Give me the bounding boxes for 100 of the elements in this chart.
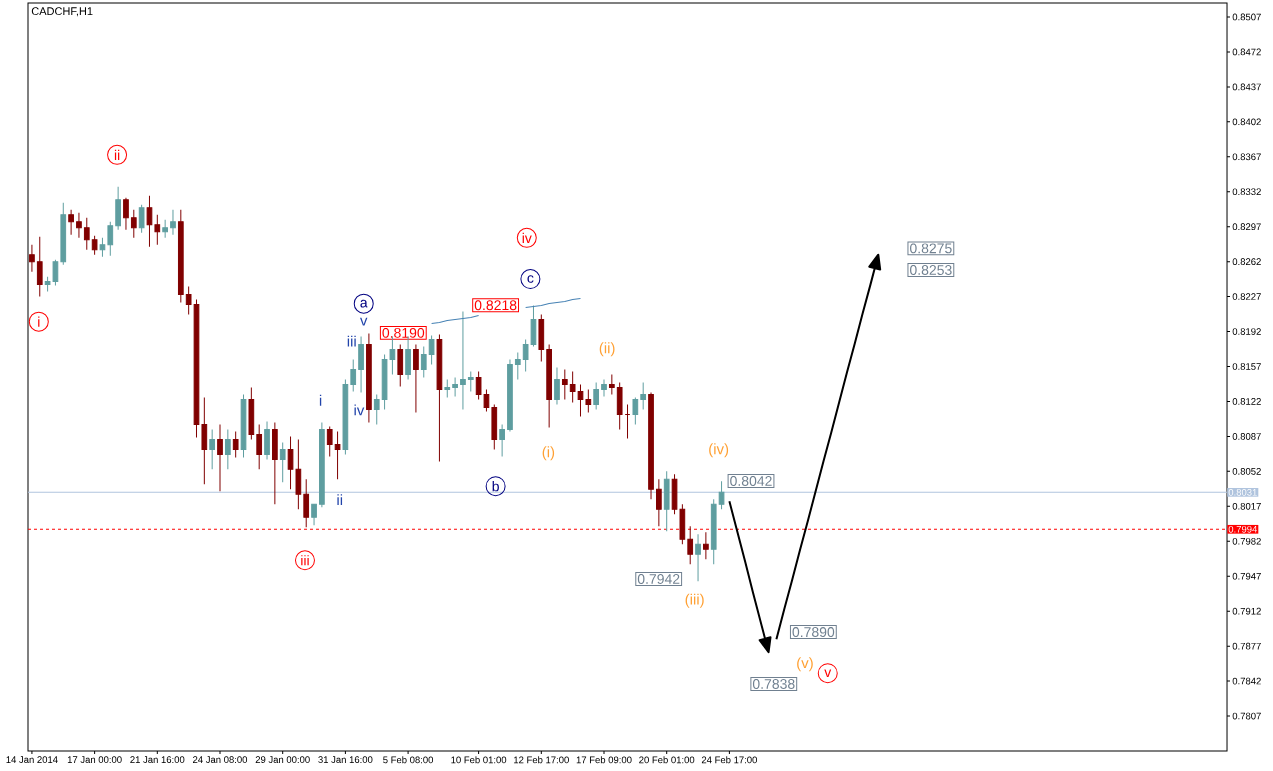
candlestick [554,367,560,405]
x-tick-label: 24 Feb 17:00 [701,756,757,764]
candlestick [350,359,357,392]
annotation: b [492,481,499,492]
y-tick-label: 0.7982 [1232,537,1261,545]
candlestick [656,478,662,527]
x-tick-label: 5 Feb 08:00 [383,756,434,764]
y-tick-label: 0.8367 [1232,153,1261,161]
candlestick [83,217,90,251]
y-tick-label: 0.8087 [1232,433,1261,440]
x-tick-label: 21 Jan 16:00 [130,756,185,763]
annotation: i [319,394,322,406]
y-tick-label: 0.8157 [1232,363,1261,370]
y-tick-label: 0.7947 [1232,572,1261,580]
candlestick [538,314,545,363]
y-tick-label: 0.8472 [1232,48,1261,56]
candlestick [608,374,615,395]
candlestick [444,379,451,398]
candlestick [397,344,404,387]
candlestick [460,311,466,410]
annotation: v [360,317,368,326]
annotation: c [527,275,534,283]
candlestick [76,212,82,239]
annotation: a [360,299,368,308]
candlestick [452,377,458,397]
x-tick-label: 24 Jan 08:00 [193,756,248,763]
y-tick-label: 0.8192 [1232,328,1261,335]
annotation: (ii) [599,342,615,357]
candlestick [162,219,168,239]
candlestick [593,381,600,410]
candlestick [373,393,380,425]
y-tick-label: 0.8332 [1232,188,1261,196]
annotation: 0.7838 [752,679,795,689]
candlestick [687,525,694,565]
y-tick-label: 0.8017 [1232,502,1261,510]
candlestick [491,403,498,450]
candlestick [499,423,505,457]
annotation: 0.8190 [382,327,425,338]
candlestick [546,344,552,428]
candlestick [624,403,631,439]
x-tick-label: 31 Jan 16:00 [318,756,373,763]
candlestick [209,428,216,470]
y-tick-label: 0.8262 [1232,258,1261,265]
candlestick [428,335,435,366]
candlestick [319,421,325,508]
candlestick [256,423,263,470]
annotation: ii [337,494,343,506]
candlestick [60,202,67,266]
candlestick [248,386,255,440]
candlestick [279,441,286,483]
x-tick-label: 10 Feb 01:00 [451,756,507,764]
candlestick [177,209,184,304]
candlestick [436,334,443,462]
candlestick [616,381,623,430]
ref-line-label: 0.7994 [1228,525,1258,533]
candlestick [264,420,270,460]
candlestick [405,336,411,380]
annotation: (iii) [685,593,704,608]
candlestick [663,470,670,532]
candlestick [718,480,725,510]
y-tick-label: 0.7842 [1232,677,1261,685]
candlestick [123,197,129,231]
candlestick [138,204,145,234]
candlestick [342,379,349,455]
candlestick [585,388,592,413]
candlestick [99,237,106,258]
annotation: 0.8275 [910,243,952,254]
candlestick [467,371,474,392]
candlestick [601,379,607,397]
annotation: (v) [797,657,813,672]
x-tick-label: 14 Jan 2014 [6,756,58,763]
ref-line-label: 0.8031 [1228,488,1257,496]
annotation: iii [301,555,309,566]
annotation: 0.8218 [474,300,517,311]
annotation: i [38,316,40,327]
x-tick-label: 20 Feb 01:00 [639,756,695,764]
candlestick [311,503,317,526]
candlestick [217,423,223,492]
candlestick [640,381,647,410]
y-tick-label: 0.8297 [1232,223,1261,231]
candlestick [154,214,161,246]
chart-title: CADCHF,H1 [31,7,93,17]
candlestick [29,244,35,273]
candlestick [334,430,341,480]
candlestick [561,369,568,400]
y-tick-label: 0.8437 [1232,83,1261,91]
candlestick [91,235,98,256]
y-tick-label: 0.7912 [1232,607,1261,615]
annotation: (iv) [709,443,729,458]
candlestick [632,396,639,425]
annotation: v [824,669,832,677]
y-tick-label: 0.8227 [1232,293,1261,300]
x-tick-label: 29 Jan 00:00 [255,756,310,763]
annotation: iv [354,404,365,416]
annotation: (i) [542,446,555,461]
annotation: 0.7942 [637,574,680,584]
candlestick [326,425,333,457]
candlestick [695,533,701,582]
y-tick-label: 0.7807 [1232,712,1261,720]
candlestick [507,359,513,432]
